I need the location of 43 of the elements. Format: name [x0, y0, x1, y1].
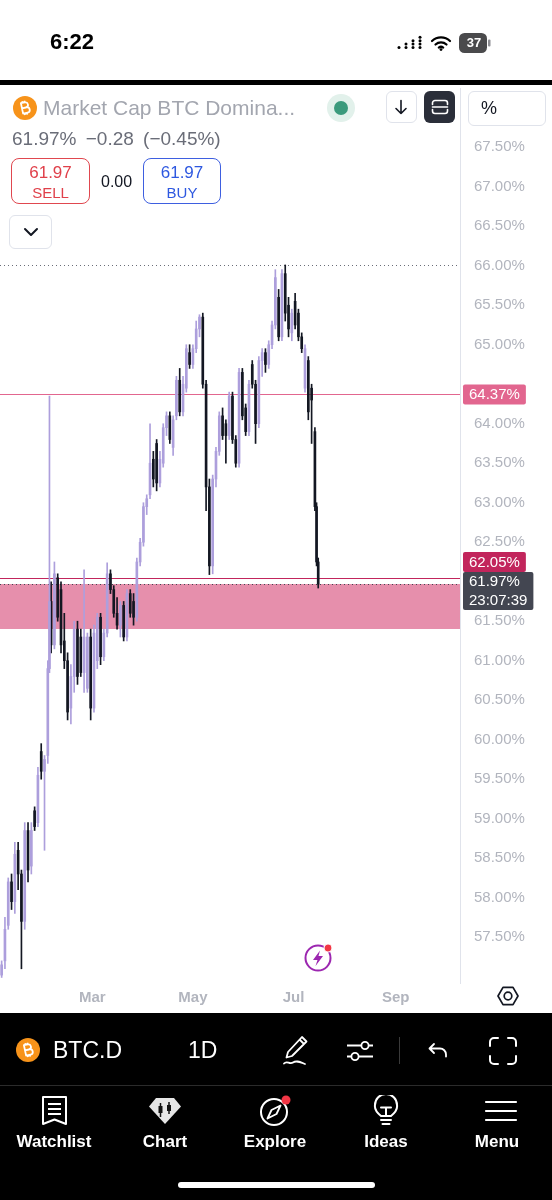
- ref-line-label: 64.37%: [469, 385, 520, 403]
- annotation: 61.97: [160, 163, 204, 183]
- text: Chart: [142, 1132, 188, 1152]
- text: %: [481, 97, 498, 119]
- y-tick-label: 62.50%: [474, 532, 525, 550]
- chart-title: Market Cap BTC Domina...: [43, 95, 296, 121]
- y-tick-label: 59.00%: [474, 808, 525, 826]
- x-tick-label: Jul: [282, 988, 305, 1006]
- y-tick-label: 59.50%: [474, 769, 525, 787]
- y-tick-label: 67.00%: [474, 176, 525, 194]
- y-tick-label: 67.50%: [474, 137, 525, 155]
- text: Watchlist: [16, 1132, 92, 1152]
- y-tick-label: 63.00%: [474, 492, 525, 510]
- text: Menu: [474, 1132, 520, 1152]
- annotation: 0.00: [101, 172, 133, 192]
- y-tick-label: 58.00%: [474, 887, 525, 905]
- y-tick-label: 60.00%: [474, 729, 525, 747]
- y-tick-label: 66.50%: [474, 216, 525, 234]
- text: 61.97% −0.28 (−0.45%): [12, 128, 221, 150]
- text: Explore: [243, 1132, 307, 1152]
- y-tick-label: 60.50%: [474, 690, 525, 708]
- y-tick-label: 66.00%: [474, 255, 525, 273]
- annotation: SELL: [32, 184, 69, 202]
- y-tick-label: 65.50%: [474, 295, 525, 313]
- text: BTC.D: [53, 1036, 122, 1064]
- ref-line-label: 62.05%: [469, 552, 520, 570]
- x-tick-label: Sep: [381, 988, 410, 1006]
- text: 1D: [188, 1036, 218, 1064]
- annotation: 61.97: [29, 163, 72, 183]
- y-tick-label: 63.50%: [474, 453, 525, 471]
- ref-line-label: 61.97% 23:07:39: [469, 572, 528, 609]
- y-tick-label: 61.00%: [474, 650, 525, 668]
- text: Ideas: [364, 1132, 408, 1152]
- y-tick-label: 64.00%: [474, 413, 525, 431]
- text: 37: [466, 34, 482, 51]
- x-tick-label: Mar: [78, 988, 106, 1006]
- y-tick-label: 61.50%: [474, 611, 525, 629]
- text: 6:22: [50, 29, 95, 55]
- y-tick-label: 58.50%: [474, 848, 525, 866]
- y-tick-label: 57.50%: [474, 927, 525, 945]
- x-tick-label: May: [178, 988, 209, 1006]
- annotation: BUY: [166, 184, 198, 202]
- y-tick-label: 65.00%: [474, 334, 525, 352]
